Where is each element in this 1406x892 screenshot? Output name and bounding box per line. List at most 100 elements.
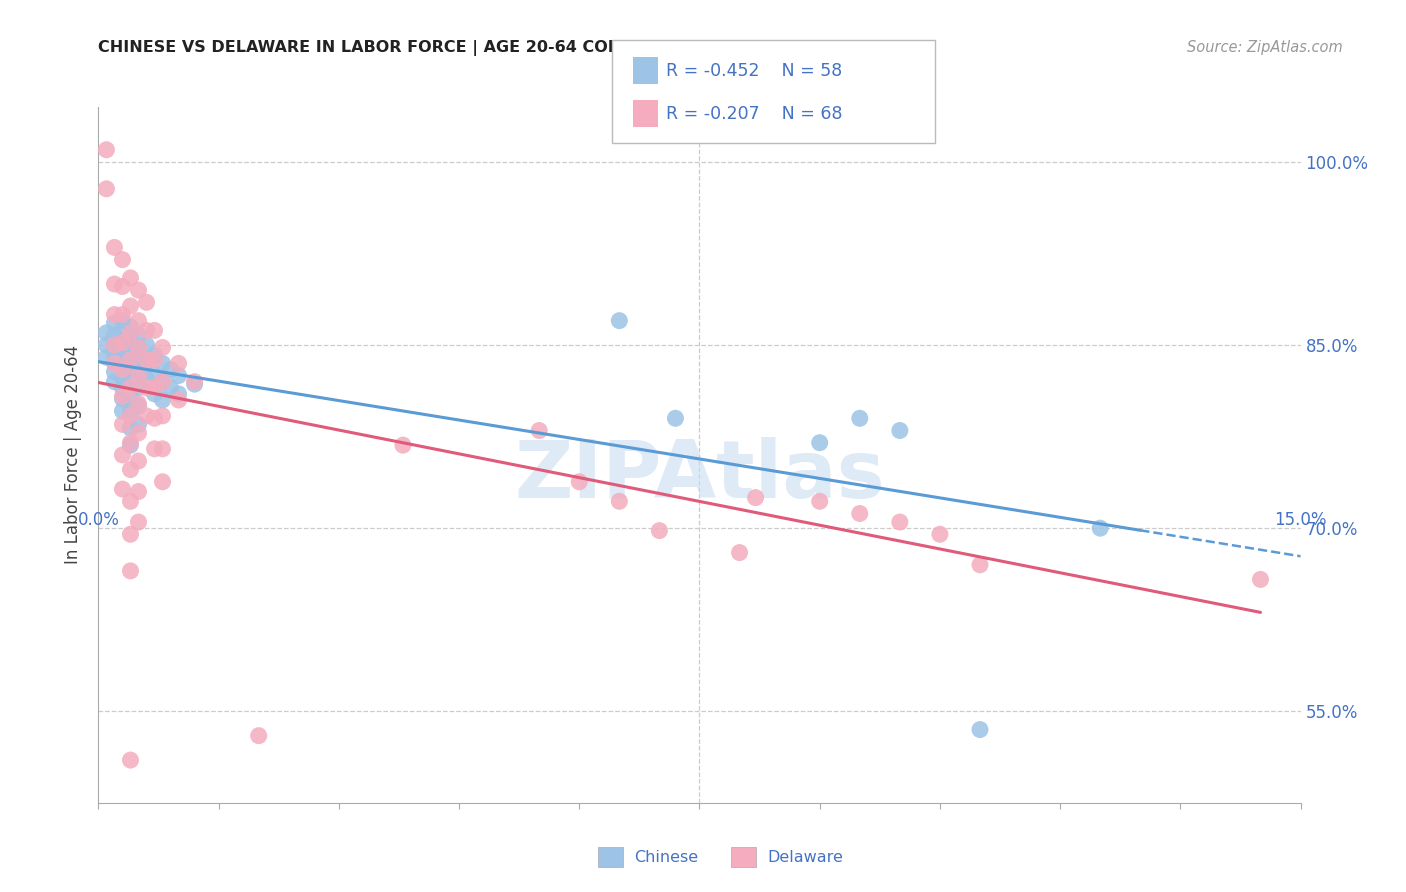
Point xyxy=(120,494,142,508)
Point xyxy=(103,355,125,369)
Point xyxy=(103,375,125,389)
Point xyxy=(128,341,150,355)
Point xyxy=(103,365,125,379)
Point xyxy=(135,295,157,310)
Point xyxy=(103,277,125,291)
Point xyxy=(128,484,150,499)
Point xyxy=(120,421,142,435)
Point xyxy=(808,435,831,450)
Point xyxy=(111,308,134,322)
Point xyxy=(167,356,190,370)
Point xyxy=(183,377,205,392)
Point xyxy=(128,328,150,343)
Point xyxy=(159,381,181,395)
Point xyxy=(111,279,134,293)
Point xyxy=(135,352,157,367)
Text: Chinese: Chinese xyxy=(634,850,699,864)
Point xyxy=(128,341,150,355)
Point xyxy=(103,338,125,352)
Point xyxy=(152,341,174,355)
Point xyxy=(1088,521,1111,535)
Point xyxy=(103,308,125,322)
Point xyxy=(103,328,125,343)
Point xyxy=(120,381,142,395)
Point xyxy=(128,283,150,297)
Point xyxy=(568,475,591,489)
Point xyxy=(120,331,142,345)
Text: R = -0.207    N = 68: R = -0.207 N = 68 xyxy=(666,104,844,122)
Text: 15.0%: 15.0% xyxy=(1274,510,1327,529)
Point xyxy=(128,352,150,367)
Point xyxy=(111,404,134,418)
Point xyxy=(128,313,150,327)
Point xyxy=(143,348,166,362)
Point xyxy=(120,527,142,541)
Text: ZIPAtlas: ZIPAtlas xyxy=(515,437,884,515)
Point xyxy=(728,545,751,559)
Point xyxy=(128,425,150,440)
Point xyxy=(111,448,134,462)
Point xyxy=(111,389,134,403)
Point xyxy=(152,392,174,407)
Point xyxy=(96,182,118,196)
Point xyxy=(167,387,190,401)
Point xyxy=(111,351,134,365)
Point xyxy=(143,323,166,337)
Point xyxy=(96,351,118,365)
Point xyxy=(111,392,134,406)
Point xyxy=(120,435,142,450)
Point xyxy=(111,381,134,395)
Point xyxy=(128,365,150,379)
Point xyxy=(135,338,157,352)
Point xyxy=(120,438,142,452)
Point xyxy=(808,494,831,508)
Point xyxy=(128,381,150,395)
Point xyxy=(120,564,142,578)
Point xyxy=(111,362,134,376)
Point xyxy=(111,335,134,350)
Point xyxy=(143,381,166,395)
Point xyxy=(96,338,118,352)
Point xyxy=(120,409,142,423)
Point xyxy=(120,362,142,376)
Point xyxy=(159,362,181,376)
Point xyxy=(120,462,142,476)
Point xyxy=(120,341,142,355)
Point xyxy=(111,313,134,327)
Point xyxy=(128,397,150,411)
Point xyxy=(135,355,157,369)
Point xyxy=(128,368,150,383)
Point xyxy=(111,252,134,267)
Point xyxy=(96,143,118,157)
Point xyxy=(183,375,205,389)
Text: Delaware: Delaware xyxy=(768,850,844,864)
Point xyxy=(849,411,872,425)
Point xyxy=(103,356,125,370)
Point xyxy=(143,411,166,425)
Point xyxy=(128,454,150,468)
Point xyxy=(152,375,174,389)
Point xyxy=(135,381,157,395)
Point xyxy=(120,319,142,334)
Text: 0.0%: 0.0% xyxy=(77,510,120,529)
Point xyxy=(111,333,134,347)
Point xyxy=(120,375,142,389)
Point xyxy=(969,723,991,737)
Point xyxy=(128,399,150,413)
Point xyxy=(247,729,270,743)
Point xyxy=(392,438,415,452)
Point xyxy=(152,475,174,489)
Point xyxy=(152,356,174,370)
Point xyxy=(103,240,125,254)
Point xyxy=(111,323,134,337)
Point xyxy=(120,389,142,403)
Y-axis label: In Labor Force | Age 20-64: In Labor Force | Age 20-64 xyxy=(65,345,83,565)
Point xyxy=(152,442,174,456)
Point xyxy=(103,346,125,360)
Point xyxy=(969,558,991,572)
Point xyxy=(143,442,166,456)
Point xyxy=(143,387,166,401)
Point xyxy=(120,299,142,313)
Text: R = -0.452    N = 58: R = -0.452 N = 58 xyxy=(666,62,842,79)
Point xyxy=(889,424,911,438)
